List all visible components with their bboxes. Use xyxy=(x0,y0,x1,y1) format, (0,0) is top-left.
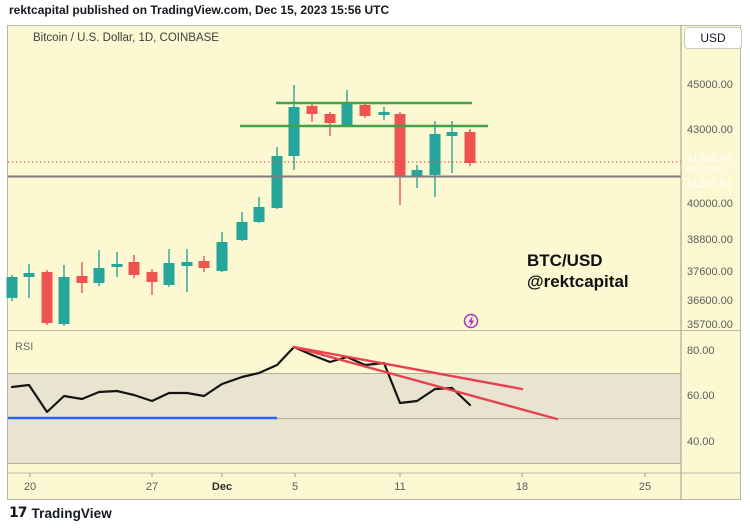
candle-body xyxy=(128,262,140,275)
attribution-text: rektcapital published on TradingView.com… xyxy=(9,3,390,17)
tradingview-footer[interactable]: 17 TradingView xyxy=(9,505,112,521)
rsi-line xyxy=(10,345,472,414)
candle-body xyxy=(394,114,406,176)
tradingview-brand: TradingView xyxy=(31,505,112,521)
watermark-symbol: BTC/USD xyxy=(527,251,603,270)
candle-body xyxy=(58,277,70,324)
candle-body xyxy=(341,104,353,126)
candle-body xyxy=(146,272,158,282)
candle-body xyxy=(41,272,53,323)
rsi-indicator-label[interactable]: RSI xyxy=(15,341,34,353)
candle-body xyxy=(464,132,476,163)
rsi-bearish-trendline-2 xyxy=(292,345,559,421)
candle-body xyxy=(271,156,283,208)
rsi-bearish-trendline-1 xyxy=(292,345,524,391)
candle-body xyxy=(324,114,336,123)
candle-body xyxy=(236,222,248,240)
current-price-value: 41783.44 xyxy=(686,153,732,165)
bar-countdown: 08:03:48 xyxy=(686,164,723,175)
lightning-bolt-icon xyxy=(468,315,475,328)
candle-body xyxy=(111,264,123,267)
symbol-title: Bitcoin / U.S. Dollar, 1D, COINBASE xyxy=(33,32,219,44)
candle-body xyxy=(411,170,423,177)
candle-body xyxy=(6,277,18,298)
candle-body xyxy=(23,273,35,277)
candle-body xyxy=(163,263,175,285)
candle-body xyxy=(429,134,441,175)
candle-body xyxy=(288,107,300,156)
watermark-handle: @rektcapital xyxy=(527,271,629,291)
tradingview-logo-icon: 17 xyxy=(9,505,28,521)
candle-body xyxy=(253,207,265,222)
candle-body xyxy=(378,112,390,115)
level-price-badge: 41205.81 xyxy=(686,178,732,190)
candle-body xyxy=(359,105,371,116)
candle-body xyxy=(181,262,193,266)
candle-body xyxy=(216,242,228,271)
lightning-circle-icon xyxy=(463,313,479,329)
candle-body xyxy=(198,261,210,268)
candle-body xyxy=(446,132,458,136)
current-price-badge: 41783.44 08:03:48 xyxy=(681,152,742,176)
candle-body xyxy=(76,276,88,283)
candle-body xyxy=(306,106,318,114)
candle-body xyxy=(93,268,105,283)
currency-usd-button[interactable]: USD xyxy=(684,27,742,49)
watermark: BTC/USD @rektcapital xyxy=(527,251,629,292)
